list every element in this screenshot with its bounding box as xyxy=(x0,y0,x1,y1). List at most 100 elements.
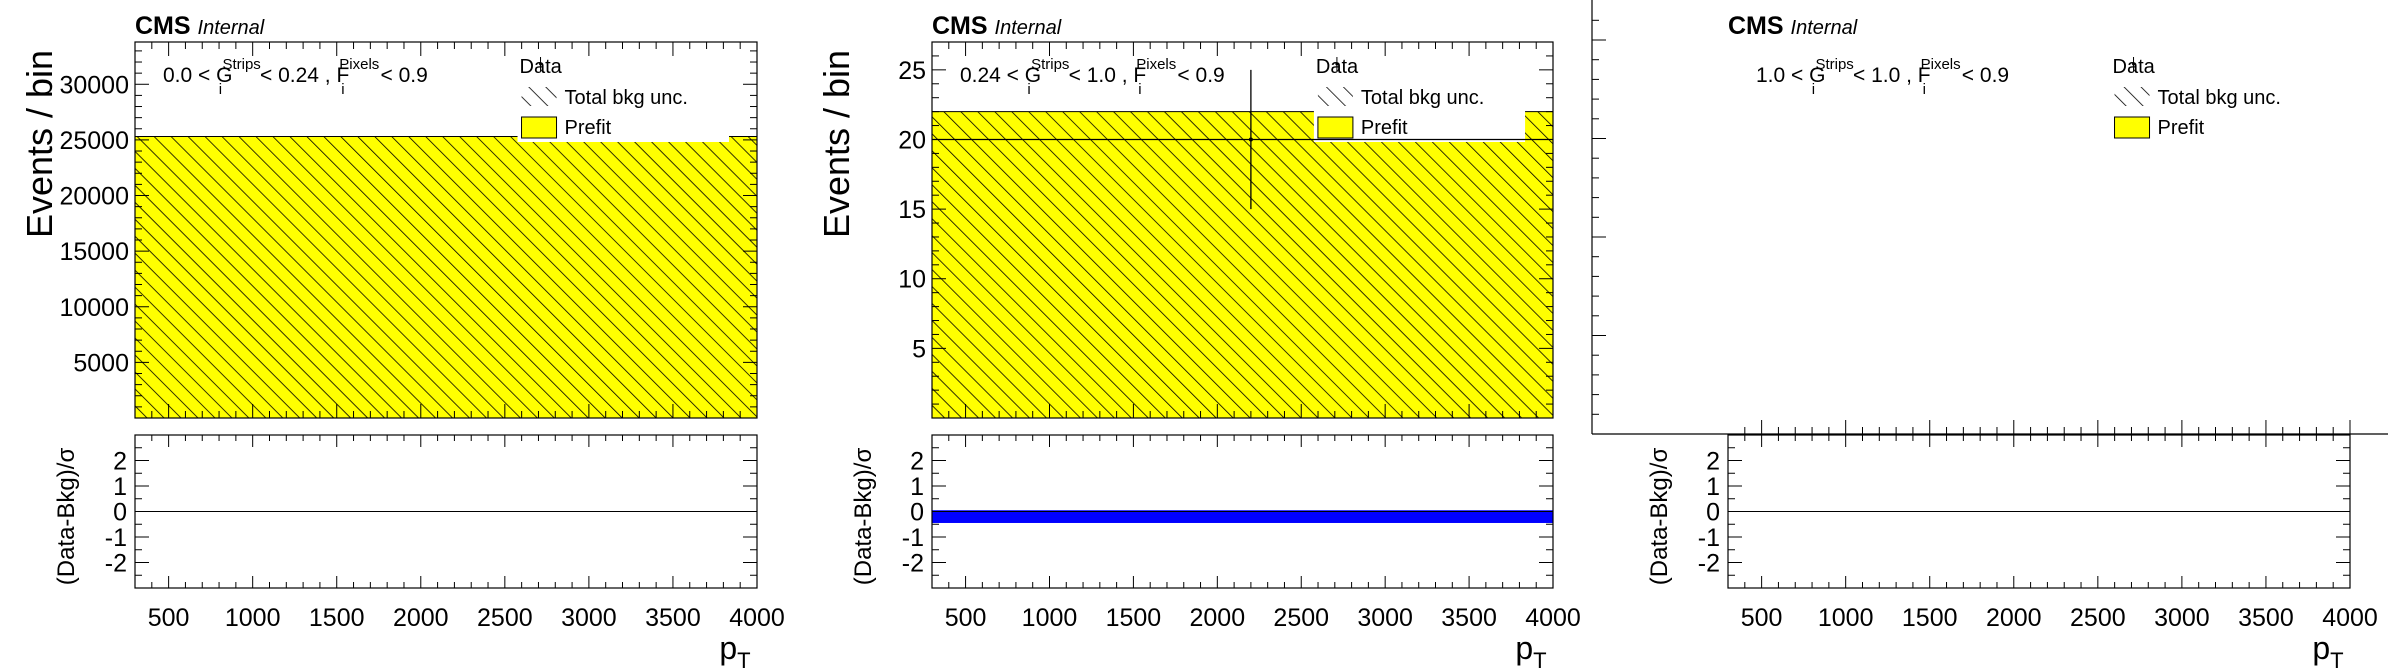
ytick-label: 25 xyxy=(898,57,926,85)
legend-bkg-swatch xyxy=(521,87,557,106)
ytick-label: 20000 xyxy=(59,183,129,211)
text-part: CMS xyxy=(135,12,191,40)
xtick-label: 2500 xyxy=(2070,604,2126,632)
text-part: T xyxy=(737,648,750,672)
y-axis-title: Events / bin xyxy=(19,50,60,238)
ytick-label: 25000 xyxy=(59,127,129,155)
legend-prefit: Prefit xyxy=(1361,117,1408,139)
text-part xyxy=(988,12,995,40)
text-part: p xyxy=(1515,630,1533,666)
xtick-label: 1500 xyxy=(1106,604,1162,632)
xtick-label: 2000 xyxy=(393,604,449,632)
text-part: CMS xyxy=(1728,12,1784,40)
xtick-label: 1500 xyxy=(1902,604,1958,632)
ratio-ytick-label: 2 xyxy=(113,448,127,476)
legend-data: Data xyxy=(2113,56,2156,78)
legend-prefit-swatch xyxy=(2114,116,2151,139)
x-axis-title: pT xyxy=(2312,630,2343,672)
text-part: Strips xyxy=(222,56,260,73)
legend-prefit: Prefit xyxy=(565,117,612,139)
ratio-ytick-label: 1 xyxy=(910,473,924,501)
x-axis-title: pT xyxy=(719,630,750,672)
text-part: i xyxy=(1138,81,1141,98)
legend-data: Data xyxy=(1316,56,1359,78)
text-part: Pixels xyxy=(1921,56,1961,73)
xtick-label: 3000 xyxy=(2154,604,2210,632)
xtick-label: 1000 xyxy=(225,604,281,632)
xtick-label: 3500 xyxy=(2238,604,2294,632)
main-frame xyxy=(931,41,1554,419)
selection-label: 1.0 < GStrips i < 1.0 , FPixels i < 0.9 xyxy=(1756,56,2009,98)
xtick-label: 2000 xyxy=(1190,604,1246,632)
bkg-unc-band xyxy=(135,136,757,418)
ratio-ytick-label: -1 xyxy=(105,524,127,552)
ratio-ytick-label: 0 xyxy=(910,499,924,527)
selection-label: 0.0 < GStrips i < 0.24 , FPixels i < 0.9 xyxy=(163,56,428,98)
text-part: < 1.0 , F xyxy=(1847,64,1930,87)
xtick-label: 2000 xyxy=(1986,604,2042,632)
text-part: < 0.9 xyxy=(1172,64,1225,87)
legend-bkg-unc: Total bkg unc. xyxy=(1361,87,1484,109)
text-part: < 0.24 , F xyxy=(254,64,349,87)
ratio-ytick-label: -2 xyxy=(1698,550,1720,578)
text-part: 0.0 < G xyxy=(163,64,232,87)
ytick-label: 20 xyxy=(898,126,926,154)
ratio-ytick-label: -1 xyxy=(1698,524,1720,552)
xtick-label: 1000 xyxy=(1818,604,1874,632)
ratio-ytick-label: 2 xyxy=(1706,448,1720,476)
text-part: 1.0 < G xyxy=(1756,64,1825,87)
text-part: p xyxy=(2312,630,2330,666)
xtick-label: 2500 xyxy=(477,604,533,632)
xtick-label: 3000 xyxy=(1357,604,1413,632)
xtick-label: 500 xyxy=(945,604,987,632)
text-part: Pixels xyxy=(339,56,379,73)
ratio-y-axis-title: (Data-Bkg)/σ xyxy=(850,448,877,586)
ytick-label: 15000 xyxy=(59,238,129,266)
legend-prefit-swatch xyxy=(521,116,558,139)
ytick-label: 15 xyxy=(898,196,926,224)
text-part: T xyxy=(1533,648,1546,672)
ratio-band xyxy=(932,510,1553,523)
text-part: 0.24 < G xyxy=(960,64,1041,87)
text-part: < 0.9 xyxy=(375,64,428,87)
ratio-y-axis-title: (Data-Bkg)/σ xyxy=(53,448,80,586)
xtick-label: 2500 xyxy=(1273,604,1329,632)
xtick-label: 500 xyxy=(148,604,190,632)
text-part: Pixels xyxy=(1136,56,1176,73)
cms-label: CMS Internal xyxy=(135,12,265,40)
text-part: i xyxy=(219,81,222,98)
xtick-label: 4000 xyxy=(729,604,785,632)
legend-bkg-unc: Total bkg unc. xyxy=(2158,87,2281,109)
text-part: < 1.0 , F xyxy=(1063,64,1146,87)
text-part: Strips xyxy=(1031,56,1069,73)
ratio-ytick-label: -2 xyxy=(902,550,924,578)
legend-bkg-swatch xyxy=(1317,87,1353,106)
ratio-ytick-label: 0 xyxy=(1706,499,1720,527)
xtick-label: 3500 xyxy=(645,604,701,632)
xtick-label: 3500 xyxy=(1441,604,1497,632)
text-part: CMS xyxy=(932,12,988,40)
xtick-label: 4000 xyxy=(2322,604,2378,632)
x-axis-title: pT xyxy=(1515,630,1546,672)
y-axis-title: Events / bin xyxy=(816,50,857,238)
text-part: Internal xyxy=(995,17,1062,39)
xtick-label: 1500 xyxy=(309,604,365,632)
text-part: i xyxy=(1812,81,1815,98)
ratio-ytick-label: 1 xyxy=(1706,473,1720,501)
text-part: Internal xyxy=(198,17,265,39)
cms-label: CMS Internal xyxy=(932,12,1062,40)
ytick-label: 10 xyxy=(898,266,926,294)
text-part: i xyxy=(341,81,344,98)
ytick-label: 10000 xyxy=(59,294,129,322)
xtick-label: 1000 xyxy=(1022,604,1078,632)
selection-label: 0.24 < GStrips i < 1.0 , FPixels i < 0.9 xyxy=(960,56,1225,98)
ratio-y-axis-title: (Data-Bkg)/σ xyxy=(1646,448,1673,586)
ratio-ytick-label: 2 xyxy=(910,448,924,476)
text-part: i xyxy=(1923,81,1926,98)
bkg-unc-band xyxy=(932,111,1553,418)
text-part: Strips xyxy=(1815,56,1853,73)
ratio-ytick-label: 0 xyxy=(113,499,127,527)
xtick-label: 3000 xyxy=(561,604,617,632)
legend-data: Data xyxy=(520,56,563,78)
